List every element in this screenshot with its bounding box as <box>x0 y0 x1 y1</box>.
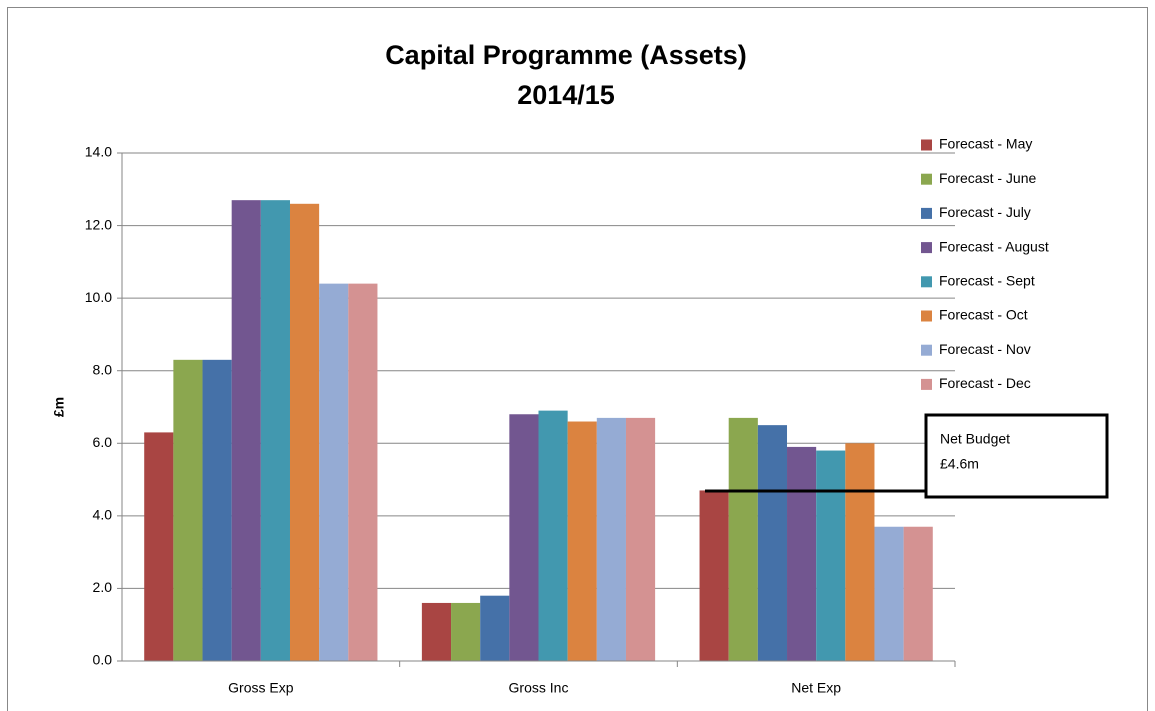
chart-title: Capital Programme (Assets) <box>385 40 747 70</box>
legend-swatch <box>921 310 932 322</box>
bar <box>319 283 349 661</box>
bar <box>699 490 729 661</box>
bar <box>348 283 378 661</box>
bar <box>728 417 758 661</box>
bar <box>509 414 539 661</box>
y-tick-label: 8.0 <box>93 361 113 377</box>
bar <box>787 446 817 661</box>
legend-swatch <box>921 139 932 151</box>
legend-label: Forecast - Sept <box>939 273 1035 289</box>
bar <box>596 417 626 661</box>
bar <box>173 359 203 661</box>
bar <box>625 417 656 661</box>
x-tick-label: Gross Exp <box>228 680 294 696</box>
bar <box>202 359 232 661</box>
bar <box>874 526 904 661</box>
legend-label: Forecast - Oct <box>939 307 1028 323</box>
bar <box>845 443 875 661</box>
legend-label: Forecast - August <box>939 238 1049 254</box>
legend-label: Forecast - Nov <box>939 341 1031 357</box>
annotation-box <box>924 413 1109 499</box>
annotation-text: Net Budget <box>940 431 1010 447</box>
legend-swatch <box>921 378 932 390</box>
legend-label: Forecast - Dec <box>939 375 1031 391</box>
legend-swatch <box>921 276 932 288</box>
y-tick-label: 6.0 <box>93 434 113 450</box>
bar <box>451 602 481 661</box>
legend-swatch <box>921 207 932 219</box>
y-tick-label: 4.0 <box>93 507 113 523</box>
x-tick-label: Net Exp <box>791 680 841 696</box>
legend-label: Forecast - June <box>939 170 1036 186</box>
bar <box>260 200 290 661</box>
bar <box>289 203 320 662</box>
legend-label: Forecast - July <box>939 204 1031 220</box>
bar <box>567 421 597 661</box>
bar <box>421 602 452 661</box>
y-tick-label: 0.0 <box>93 652 113 668</box>
bar <box>538 410 568 661</box>
bar <box>144 432 174 661</box>
legend-swatch <box>921 173 932 185</box>
chart-subtitle: 2014/15 <box>517 80 615 110</box>
y-tick-label: 12.0 <box>85 216 112 232</box>
legend-swatch <box>921 242 932 254</box>
bar <box>757 425 788 661</box>
y-axis-label: £m <box>51 397 67 417</box>
bar <box>480 595 510 661</box>
x-tick-label: Gross Inc <box>509 680 569 696</box>
bar <box>816 450 846 661</box>
y-tick-label: 2.0 <box>93 579 113 595</box>
bar <box>231 200 261 661</box>
y-tick-label: 10.0 <box>85 289 112 305</box>
annotation-text: £4.6m <box>940 456 979 472</box>
legend-label: Forecast - May <box>939 136 1032 152</box>
bar <box>903 526 933 661</box>
y-tick-label: 14.0 <box>85 144 112 160</box>
legend-swatch <box>921 344 932 356</box>
